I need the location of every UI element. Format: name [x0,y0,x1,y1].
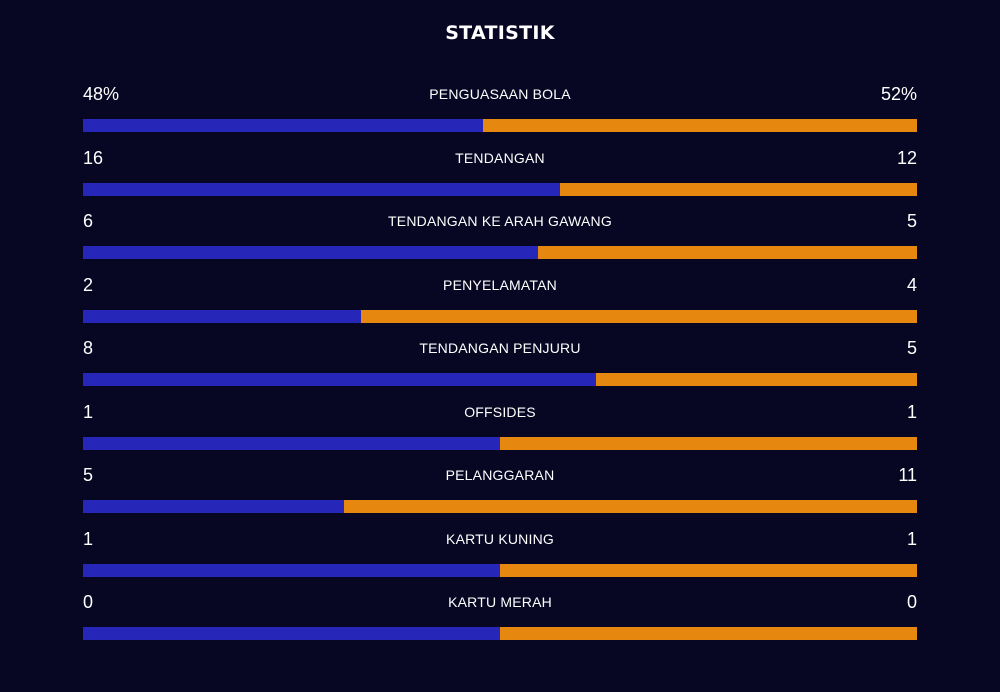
away-bar-segment [500,436,917,450]
stat-row-corners: 8 TENDANGAN PENJURU 5 [83,334,917,398]
comparison-bar [83,436,917,450]
away-bar-segment [500,563,917,577]
away-value: 5 [906,338,917,358]
home-value: 1 [83,528,94,549]
stat-label: KARTU KUNING [446,530,554,547]
stat-row-red-cards: 0 KARTU MERAH 0 [83,588,917,652]
stat-row-yellow-cards: 1 KARTU KUNING 1 [83,525,917,589]
stat-label: TENDANGAN PENJURU [419,340,581,356]
home-bar-segment [83,627,500,640]
away-bar-segment [537,246,917,259]
away-bar-segment [559,182,917,196]
comparison-bar [83,373,917,386]
home-bar-segment [83,436,500,450]
stat-label: OFFSIDES [464,403,536,420]
stat-label: PELANGGARAN [445,467,555,483]
away-bar-segment [500,627,917,640]
away-value: 5 [906,211,917,231]
stat-row-offsides: 1 OFFSIDES 1 [83,398,917,462]
comparison-bar [83,119,917,132]
page-title: STATISTIK [445,22,555,44]
home-bar-segment [83,373,597,386]
comparison-bar [83,182,917,196]
away-value: 0 [906,592,917,612]
comparison-bar [83,627,917,640]
stat-row-possession: 48% PENGUASAAN BOLA 52% [83,80,917,144]
home-value: 8 [83,338,94,358]
away-value: 1 [906,528,917,549]
away-bar-segment [483,119,917,132]
away-bar-segment [596,373,917,386]
stat-label: PENGUASAAN BOLA [429,86,571,102]
stat-label: KARTU MERAH [448,594,552,610]
stat-row-fouls: 5 PELANGGARAN 11 [83,461,917,525]
home-bar-segment [83,563,500,577]
away-value: 11 [898,465,917,485]
away-value: 4 [906,274,917,295]
comparison-bar [83,246,917,259]
away-value: 1 [906,401,917,422]
away-bar-segment [343,500,917,513]
away-bar-segment [360,309,917,323]
comparison-bar [83,309,917,323]
stat-row-shots-on-target: 6 TENDANGAN KE ARAH GAWANG 5 [83,207,917,271]
stat-row-saves: 2 PENYELAMATAN 4 [83,271,917,335]
home-value: 5 [83,465,94,485]
comparison-bar [83,500,917,513]
stat-row-shots: 16 TENDANGAN 12 [83,144,917,208]
home-bar-segment [83,182,560,196]
away-value: 52% [880,84,917,104]
home-bar-segment [83,500,344,513]
home-value: 48% [83,84,120,104]
home-value: 1 [83,401,94,422]
comparison-bar [83,563,917,577]
home-value: 16 [83,147,104,168]
away-value: 12 [896,147,917,168]
stat-label: TENDANGAN [455,149,545,166]
stat-label: PENYELAMATAN [443,276,557,293]
home-value: 2 [83,274,94,295]
home-bar-segment [83,119,484,132]
home-bar-segment [83,309,361,323]
home-value: 0 [83,592,94,612]
stats-list: 48% PENGUASAAN BOLA 52% 16 TENDANGAN 12 … [83,80,917,652]
home-bar-segment [83,246,538,259]
stat-label: TENDANGAN KE ARAH GAWANG [388,213,612,229]
home-value: 6 [83,211,94,231]
